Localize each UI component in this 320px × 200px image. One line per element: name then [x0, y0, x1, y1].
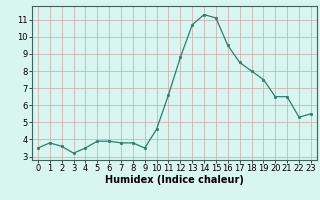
X-axis label: Humidex (Indice chaleur): Humidex (Indice chaleur) [105, 175, 244, 185]
